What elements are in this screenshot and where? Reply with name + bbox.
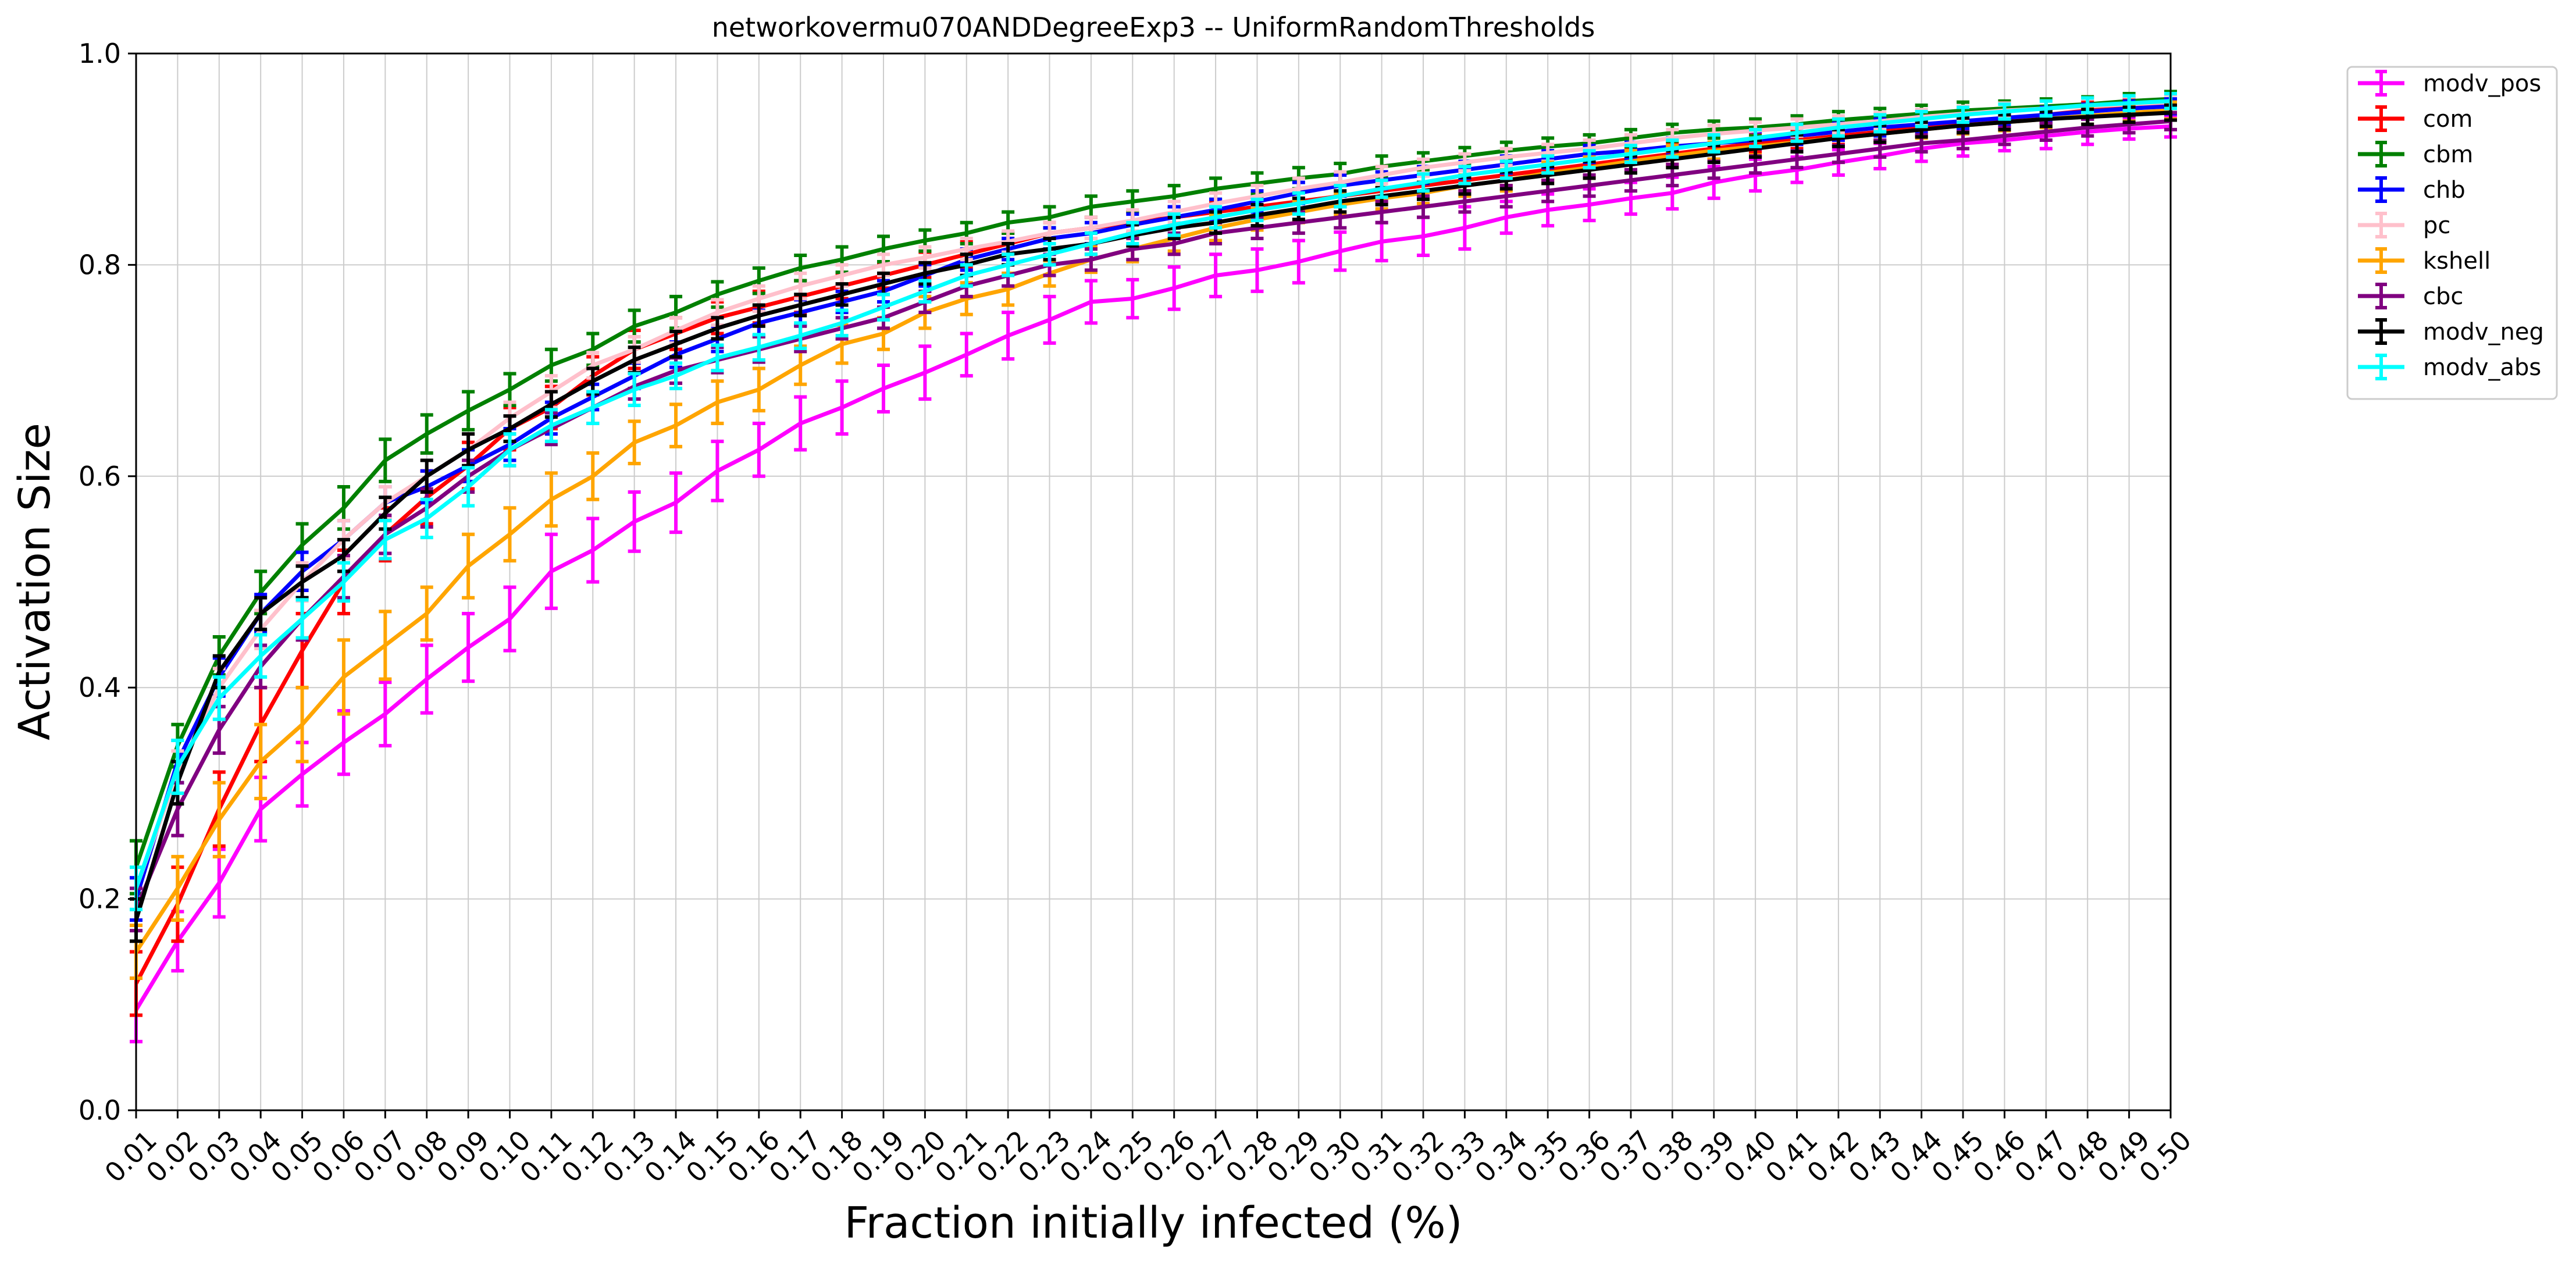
legend-label: modv_pos <box>2423 70 2541 97</box>
series-line-modv_pos <box>134 124 2171 1011</box>
series-line-chb <box>134 104 2171 900</box>
series-layer <box>130 90 2177 1043</box>
legend-item-pc: pc <box>2358 212 2450 239</box>
series-line-cbc <box>134 119 2171 911</box>
legend-item-modv_pos: modv_pos <box>2358 70 2541 97</box>
grid <box>136 53 2171 1111</box>
legend-frame <box>2346 66 2558 400</box>
legend-item-kshell: kshell <box>2358 247 2491 275</box>
series-line-modv_neg <box>134 111 2171 921</box>
y-tick-label: 0.4 <box>79 672 121 703</box>
legend-label: kshell <box>2423 248 2491 275</box>
y-axis-label: Activation Size <box>10 423 60 740</box>
legend-label: cbc <box>2423 283 2463 310</box>
series-modv_abs <box>130 92 2177 911</box>
series-modv_pos <box>130 114 2177 1043</box>
legend-item-cbc: cbc <box>2358 283 2463 310</box>
legend-label: modv_neg <box>2423 319 2544 345</box>
legend-label: pc <box>2423 212 2450 239</box>
x-axis-label: Fraction initially infected (%) <box>844 1198 1462 1248</box>
plot-frame <box>135 52 2172 1111</box>
y-tick-label: 0.6 <box>79 461 121 492</box>
legend-label: com <box>2423 106 2472 133</box>
y-tick-label: 0.8 <box>79 249 121 280</box>
legend-label: chb <box>2423 177 2465 204</box>
legend-item-chb: chb <box>2358 176 2465 204</box>
legend-label: modv_abs <box>2423 354 2541 381</box>
legend-item-modv_neg: modv_neg <box>2358 318 2544 345</box>
series-line-cbm <box>134 97 2171 868</box>
series-line-modv_abs <box>134 99 2171 889</box>
legend-item-com: com <box>2358 105 2472 133</box>
chart-title: networkovermu070ANDDegreeExp3 -- Uniform… <box>712 12 1595 43</box>
legend-label: cbm <box>2423 141 2473 168</box>
legend-item-cbm: cbm <box>2358 141 2473 168</box>
y-tick-label: 1.0 <box>79 38 121 69</box>
y-tick-label: 0.2 <box>79 883 121 915</box>
y-tick-label: 0.0 <box>79 1095 121 1126</box>
legend-item-modv_abs: modv_abs <box>2358 354 2541 381</box>
